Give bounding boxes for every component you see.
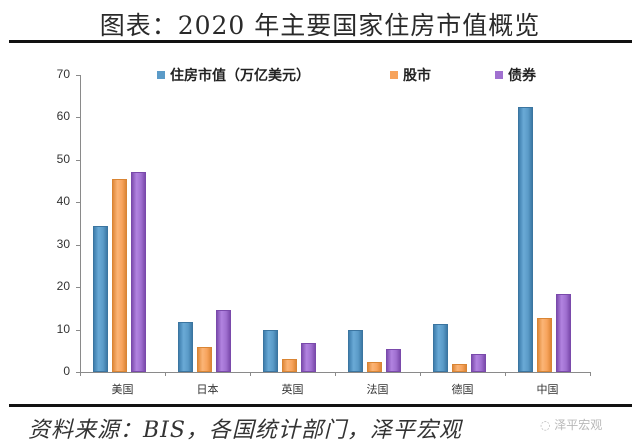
y-tick-label: 50 — [56, 152, 70, 166]
y-tick-label: 0 — [63, 364, 70, 378]
legend-item: 债券 — [495, 65, 536, 85]
bar-stock — [282, 359, 297, 372]
watermark-text: 泽平宏观 — [554, 418, 603, 432]
bar-housing — [348, 330, 363, 372]
y-tick-label: 20 — [56, 279, 70, 293]
bar-housing — [263, 330, 278, 372]
y-tick-label: 10 — [56, 322, 70, 336]
bar-housing — [178, 322, 193, 372]
legend-label: 住房市值（万亿美元） — [170, 68, 310, 84]
x-category-label: 德国 — [451, 383, 474, 396]
chart-title: 图表：2020 年主要国家住房市值概览 — [99, 11, 541, 40]
bar-stock — [537, 318, 552, 372]
x-tick — [250, 372, 251, 376]
x-category-label: 中国 — [536, 383, 559, 396]
bar-bond — [471, 354, 486, 372]
x-tick — [420, 372, 421, 376]
x-tick — [335, 372, 336, 376]
legend-label: 债券 — [508, 68, 536, 84]
legend-label: 股市 — [403, 68, 431, 84]
y-tick — [76, 330, 81, 331]
y-tick-label: 40 — [56, 194, 70, 208]
bar-housing — [518, 107, 533, 372]
legend-swatch-icon — [157, 71, 165, 79]
bar-bond — [131, 172, 146, 372]
y-tick — [76, 75, 81, 76]
footer-divider — [9, 404, 632, 407]
x-tick — [80, 372, 81, 376]
x-tick — [505, 372, 506, 376]
watermark: ◌ 泽平宏观 — [540, 416, 602, 433]
y-tick — [76, 202, 81, 203]
y-tick-label: 60 — [56, 109, 70, 123]
y-tick-label: 30 — [56, 237, 70, 251]
x-category-label: 法国 — [366, 383, 389, 396]
legend-item: 住房市值（万亿美元） — [157, 65, 310, 85]
bar-bond — [556, 294, 571, 372]
title-divider — [9, 40, 632, 43]
legend-item: 股市 — [390, 65, 431, 85]
legend-swatch-icon — [390, 71, 398, 79]
y-tick — [76, 160, 81, 161]
bar-bond — [301, 343, 316, 372]
x-tick — [590, 372, 591, 376]
bar-stock — [452, 364, 467, 372]
x-category-label: 美国 — [111, 383, 134, 396]
bar-bond — [386, 349, 401, 372]
bar-bond — [216, 310, 231, 372]
bar-stock — [367, 362, 382, 372]
x-tick — [165, 372, 166, 376]
bar-stock — [112, 179, 127, 372]
legend-swatch-icon — [495, 71, 503, 79]
x-category-label: 日本 — [196, 383, 219, 396]
x-category-label: 英国 — [281, 383, 304, 396]
wechat-icon: ◌ — [540, 418, 555, 432]
bar-housing — [433, 324, 448, 372]
source-note: 资料来源：BIS，各国统计部门，泽平宏观 — [28, 418, 462, 443]
y-tick — [76, 117, 81, 118]
bar-housing — [93, 226, 108, 372]
y-tick — [76, 372, 81, 373]
y-tick — [76, 245, 81, 246]
bar-stock — [197, 347, 212, 372]
y-axis — [80, 75, 81, 372]
y-tick — [76, 287, 81, 288]
y-tick-label: 70 — [56, 67, 70, 81]
